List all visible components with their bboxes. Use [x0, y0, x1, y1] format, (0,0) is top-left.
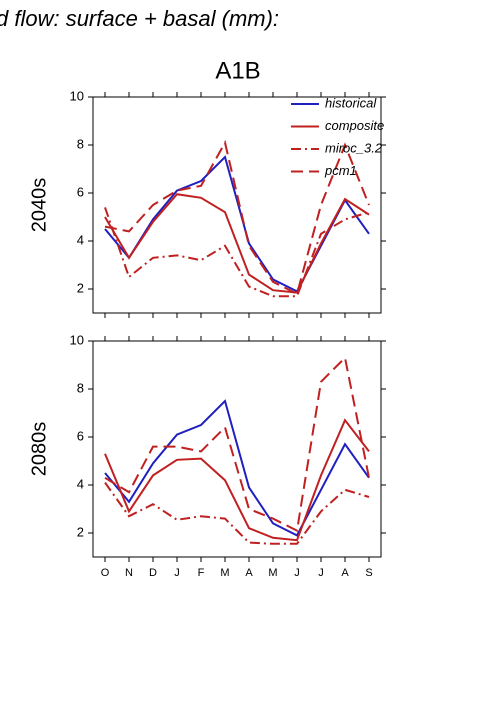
- plot-frame: [92, 96, 382, 314]
- x-tick-label: N: [125, 567, 133, 579]
- series-line: [104, 207, 370, 298]
- x-tick-label: M: [220, 567, 229, 579]
- x-tick-label: S: [365, 567, 372, 579]
- series-line: [104, 418, 370, 542]
- series-line: [104, 399, 370, 537]
- y-tick-label: 2: [77, 280, 84, 295]
- y-tick-label: 10: [70, 88, 84, 103]
- y-tick-label: 10: [70, 332, 84, 347]
- legend-label: composite: [325, 118, 384, 133]
- x-tick-label: A: [341, 567, 349, 579]
- x-tick-label: D: [149, 567, 157, 579]
- y-tick-label: 8: [77, 136, 84, 151]
- y-tick-label: 4: [77, 476, 84, 491]
- series-line: [104, 193, 370, 294]
- subtitle: A1B: [215, 57, 260, 84]
- y-axis-label: 2080s: [28, 422, 50, 477]
- y-tick-label: 8: [77, 380, 84, 395]
- legend-label: historical: [325, 95, 377, 110]
- x-tick-label: F: [198, 567, 205, 579]
- x-tick-label: M: [268, 567, 277, 579]
- series-line: [104, 139, 370, 296]
- y-tick-label: 6: [77, 184, 84, 199]
- x-tick-label: J: [174, 567, 180, 579]
- y-axis-label: 2040s: [28, 178, 50, 233]
- y-tick-label: 2: [77, 524, 84, 539]
- legend-label: miroc_3.2: [325, 140, 383, 155]
- page-title: d flow: surface + basal (mm):: [0, 6, 279, 31]
- x-tick-label: O: [101, 567, 110, 579]
- series-line: [104, 355, 370, 533]
- legend-label: pcm1: [324, 163, 357, 178]
- series-line: [104, 155, 370, 293]
- x-tick-label: J: [318, 567, 324, 579]
- plot-frame: [92, 340, 382, 558]
- y-tick-label: 4: [77, 232, 84, 247]
- x-tick-label: A: [245, 567, 253, 579]
- y-tick-label: 6: [77, 428, 84, 443]
- x-tick-label: J: [294, 567, 300, 579]
- series-line: [104, 482, 370, 545]
